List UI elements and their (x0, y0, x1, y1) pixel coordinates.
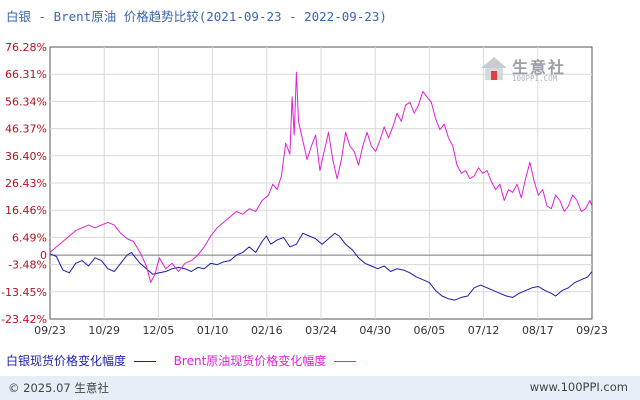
series-line-brent (49, 71, 593, 283)
x-tick-label: 01/10 (197, 324, 229, 337)
legend-line-silver (133, 361, 156, 362)
y-tick-label: 76.28% (5, 41, 47, 54)
y-tick-label: 36.40% (5, 150, 47, 163)
x-tick-label: 02/16 (251, 324, 283, 337)
x-tick-label: 10/29 (88, 324, 120, 337)
y-tick-label: 26.43% (5, 177, 47, 190)
legend: 白银现货价格变化幅度 Brent原油现货价格变化幅度 (6, 352, 370, 369)
y-tick-label: 56.34% (5, 95, 47, 108)
watermark-url: 100PPI.COM (512, 74, 558, 83)
zero-tick-label: 0 (40, 249, 47, 262)
x-tick-label: 08/17 (522, 324, 554, 337)
x-tick-label: 04/30 (359, 324, 391, 337)
legend-item-silver: 白银现货价格变化幅度 (6, 352, 156, 369)
y-tick-label: 66.31% (5, 68, 47, 81)
copyright-text: © 2025.07 生意社 (8, 381, 109, 395)
legend-line-brent (334, 361, 357, 362)
site-link[interactable]: www.100PPI.com (529, 380, 628, 394)
x-tick-label: 12/05 (143, 324, 175, 337)
series-line-silver (49, 232, 593, 301)
y-tick-label: -13.45% (1, 286, 47, 299)
y-tick-label: 46.37% (5, 123, 47, 136)
x-tick-label: 06/05 (414, 324, 446, 337)
chart-title: 白银 - Brent原油 价格趋势比较(2021-09-23 - 2022-09… (6, 9, 387, 24)
y-tick-label: -23.42% (1, 313, 47, 326)
house-icon (481, 57, 507, 80)
y-tick-label: 16.46% (5, 204, 47, 217)
footer: © 2025.07 生意社 www.100PPI.com (0, 376, 640, 400)
plot-area: 76.28% 66.31% 56.34% 46.37% 36.40% 26.43% 16.4… (1, 41, 608, 337)
watermark-name: 生意社 (512, 58, 567, 77)
x-tick-label: 09/23 (34, 324, 66, 337)
legend-item-brent: Brent原油现货价格变化幅度 (173, 352, 357, 369)
watermark-logo: 生意社 100PPI.COM (480, 52, 580, 94)
x-tick-label: 09/23 (576, 324, 608, 337)
legend-label-brent: Brent原油现货价格变化幅度 (173, 354, 327, 368)
y-tick-label: 6.49% (12, 231, 47, 244)
legend-label-silver: 白银现货价格变化幅度 (6, 354, 127, 368)
x-tick-label: 07/12 (468, 324, 500, 337)
y-tick-label: -3.48% (8, 259, 47, 272)
x-tick-label: 03/24 (305, 324, 337, 337)
